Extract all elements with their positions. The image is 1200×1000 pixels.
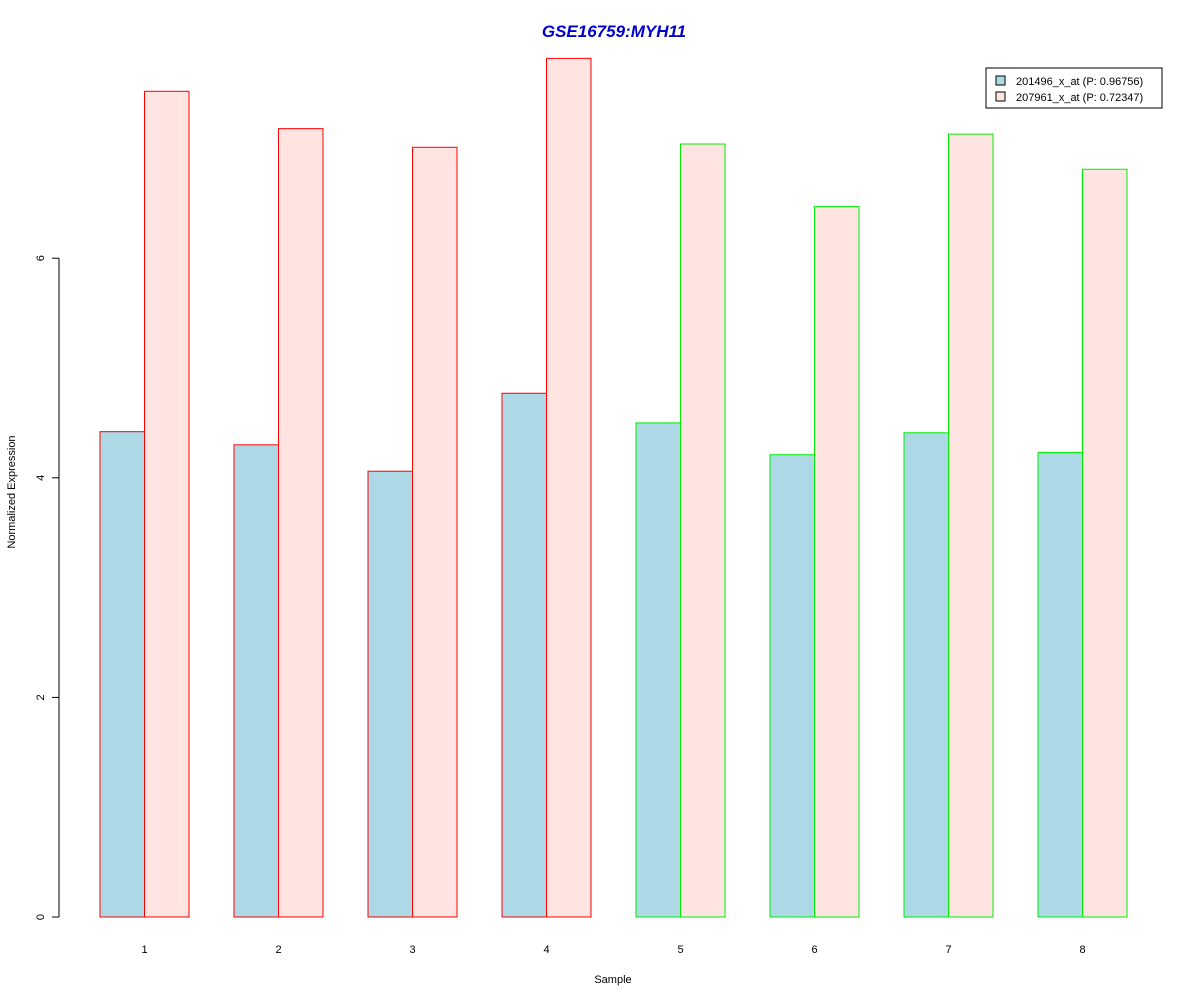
y-tick-label: 2 <box>35 694 47 700</box>
bar-sample-6-series-1 <box>769 454 815 918</box>
bar-sample-2-series-2 <box>278 128 324 918</box>
legend-label-series-1: 201496_x_at (P: 0.96756) <box>1016 76 1143 88</box>
bar-sample-4-series-1 <box>501 392 547 918</box>
bar-sample-8-series-2 <box>1082 168 1128 918</box>
y-axis: 0 2 4 6 <box>35 255 60 920</box>
y-tick-label: 4 <box>35 475 47 481</box>
x-tick-label: 1 <box>141 944 147 956</box>
bar-sample-1-series-2 <box>144 90 190 918</box>
x-tick-label: 5 <box>677 944 683 956</box>
legend-label-series-2: 207961_x_at (P: 0.72347) <box>1016 92 1143 104</box>
legend: 201496_x_at (P: 0.96756) 207961_x_at (P:… <box>985 67 1163 109</box>
chart-title: GSE16759:MYH11 <box>542 22 686 41</box>
bar-sample-6-series-2 <box>814 206 860 918</box>
y-tick-label: 0 <box>35 914 47 920</box>
x-axis-ticks: 1 2 3 4 5 6 7 8 <box>141 944 1085 956</box>
x-tick-label: 8 <box>1079 944 1085 956</box>
x-axis-label: Sample <box>594 974 631 986</box>
legend-swatch-series-1 <box>995 75 1006 86</box>
bar-sample-5-series-1 <box>635 422 681 918</box>
bars <box>99 57 1128 918</box>
bar-sample-4-series-2 <box>546 57 592 918</box>
y-tick-label: 6 <box>35 255 47 261</box>
x-tick-label: 6 <box>811 944 817 956</box>
bar-sample-8-series-1 <box>1037 452 1083 918</box>
legend-swatch-series-2 <box>995 91 1006 102</box>
bar-sample-2-series-1 <box>233 444 279 918</box>
legend-box <box>985 67 1163 109</box>
bar-sample-3-series-1 <box>367 470 413 918</box>
bar-sample-7-series-2 <box>948 133 994 918</box>
x-tick-label: 3 <box>409 944 415 956</box>
bar-sample-5-series-2 <box>680 143 726 918</box>
bar-sample-1-series-1 <box>99 431 145 918</box>
x-tick-label: 7 <box>945 944 951 956</box>
bar-sample-7-series-1 <box>903 432 949 918</box>
x-tick-label: 2 <box>275 944 281 956</box>
bar-sample-3-series-2 <box>412 146 458 918</box>
y-axis-label: Normalized Expression <box>6 435 18 548</box>
x-tick-label: 4 <box>543 944 549 956</box>
